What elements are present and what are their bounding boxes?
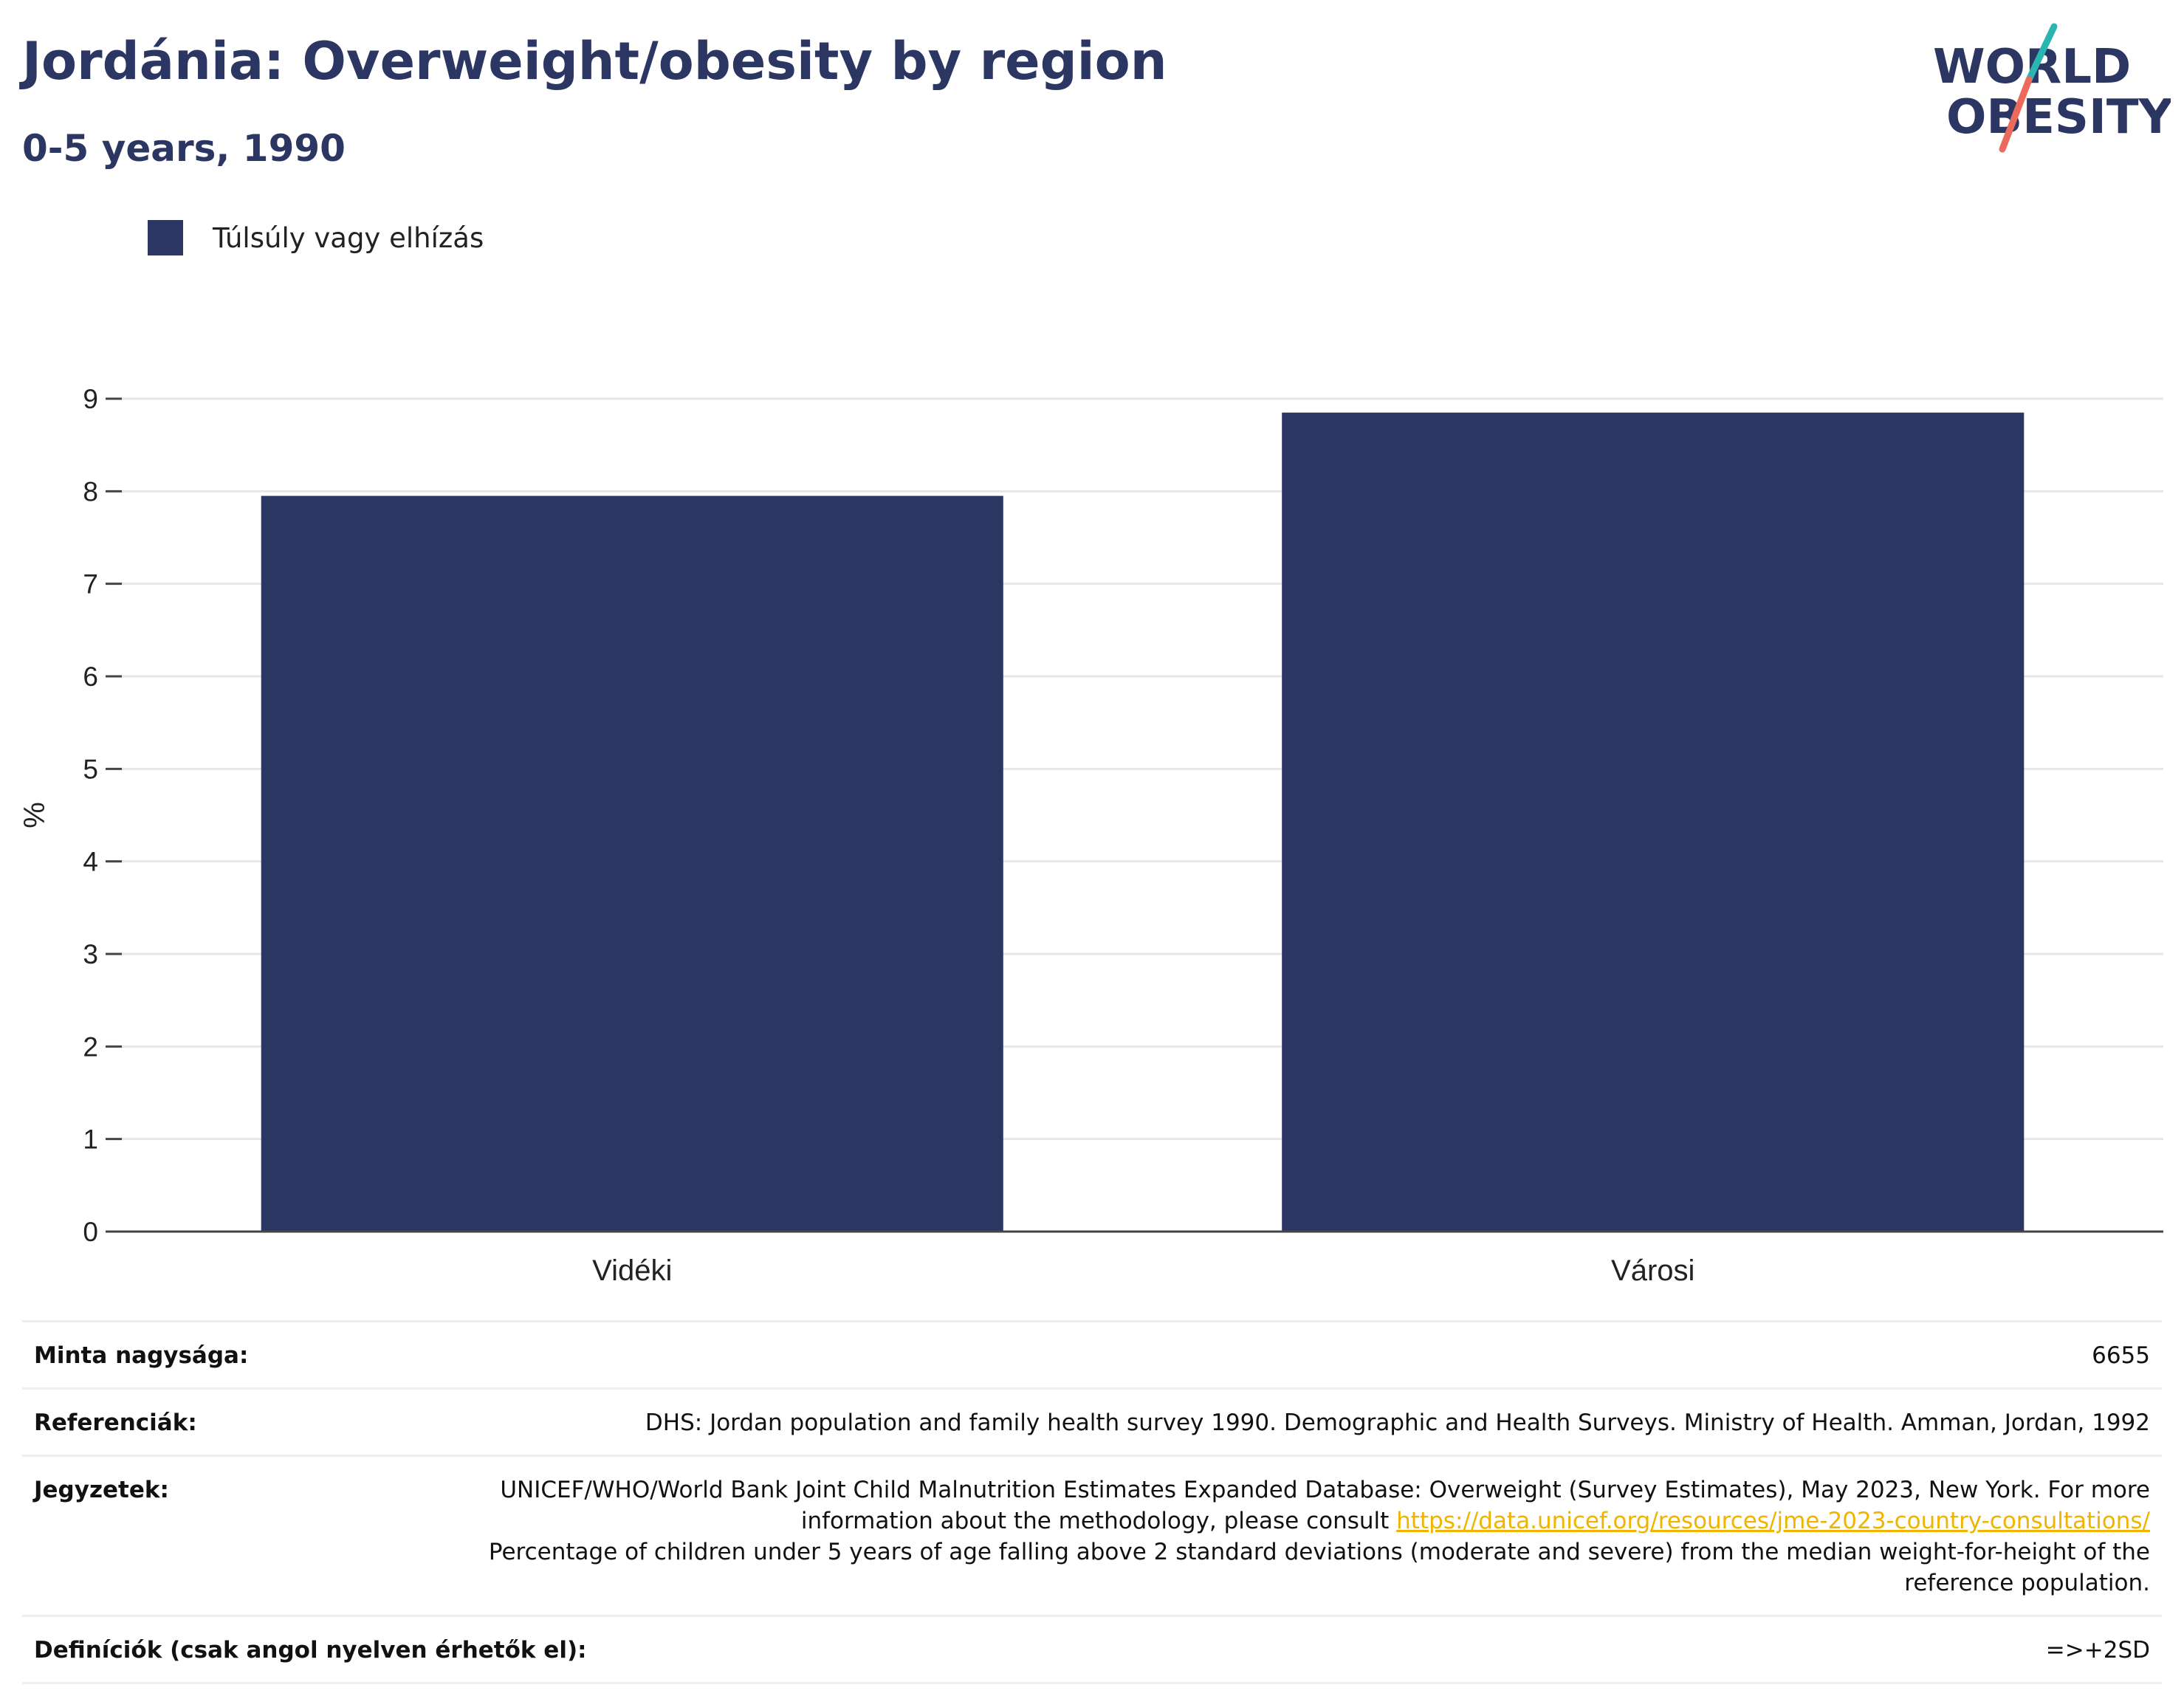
y-tick-label: 4: [83, 847, 98, 877]
sample-size-value: 6655: [2092, 1342, 2150, 1369]
notes-definition-text: Percentage of children under 5 years of …: [488, 1539, 2150, 1596]
world-obesity-logo: WORLD OBESITY: [1933, 23, 2171, 153]
info-table: Minta nagysága: 6655 Referenciák: DHS: J…: [22, 1320, 2162, 1684]
legend-swatch: [148, 220, 183, 255]
y-axis-label: %: [18, 802, 51, 828]
logo-text-obesity: OBESITY: [1946, 90, 2171, 145]
y-axis-ticks: 0 1 2 3 4 5 6 7 8 9: [83, 384, 122, 1247]
y-tick-label: 2: [83, 1031, 98, 1062]
bar-2: [1282, 412, 2025, 1232]
info-row-references: Referenciák: DHS: Jordan population and …: [22, 1387, 2162, 1455]
chart-legend[interactable]: Túlsúly vagy elhízás: [148, 219, 484, 257]
y-tick-label: 9: [83, 384, 98, 414]
legend-label: Túlsúly vagy elhízás: [213, 222, 484, 254]
references-value: DHS: Jordan population and family health…: [645, 1410, 2150, 1436]
chart-title: Jordánia: Overweight/obesity by region: [22, 31, 1167, 92]
info-row-sample-size: Minta nagysága: 6655: [22, 1320, 2162, 1387]
y-tick-label: 0: [83, 1217, 98, 1247]
y-tick-label: 7: [83, 569, 98, 600]
notes-text: UNICEF/WHO/World Bank Joint Child Malnut…: [500, 1477, 2150, 1534]
y-tick-label: 8: [83, 476, 98, 507]
bar-chart: 0 1 2 3 4 5 6 7 8 9 Vidéki Városi %: [18, 384, 2163, 1287]
logo-slash-teal: [2025, 23, 2058, 83]
bars: [261, 412, 2025, 1232]
references-label: Referenciák:: [34, 1410, 197, 1436]
definitions-label: Definíciók (csak angol nyelven érhetők e…: [34, 1637, 587, 1664]
x-tick-label: Városi: [1611, 1254, 1694, 1287]
notes-label: Jegyzetek:: [34, 1477, 169, 1503]
notes-value: UNICEF/WHO/World Bank Joint Child Malnut…: [393, 1474, 2150, 1599]
y-tick-label: 3: [83, 939, 98, 969]
y-tick-label: 5: [83, 754, 98, 784]
y-tick-label: 6: [83, 662, 98, 692]
sample-size-label: Minta nagysága:: [34, 1342, 249, 1369]
methodology-link[interactable]: https://data.unicef.org/resources/jme-20…: [1396, 1508, 2150, 1534]
y-tick-label: 1: [83, 1125, 98, 1155]
logo-slash-coral: [1999, 76, 2033, 153]
chart-subtitle: 0-5 years, 1990: [22, 127, 346, 170]
x-axis-ticks: Vidéki Városi: [592, 1254, 1694, 1287]
info-row-definitions: Definíciók (csak angol nyelven érhetők e…: [22, 1615, 2162, 1684]
definitions-value: =>+2SD: [2045, 1637, 2150, 1664]
x-tick-label: Vidéki: [592, 1254, 672, 1287]
info-row-notes: Jegyzetek: UNICEF/WHO/World Bank Joint C…: [22, 1455, 2162, 1615]
bar-1: [261, 495, 1003, 1232]
